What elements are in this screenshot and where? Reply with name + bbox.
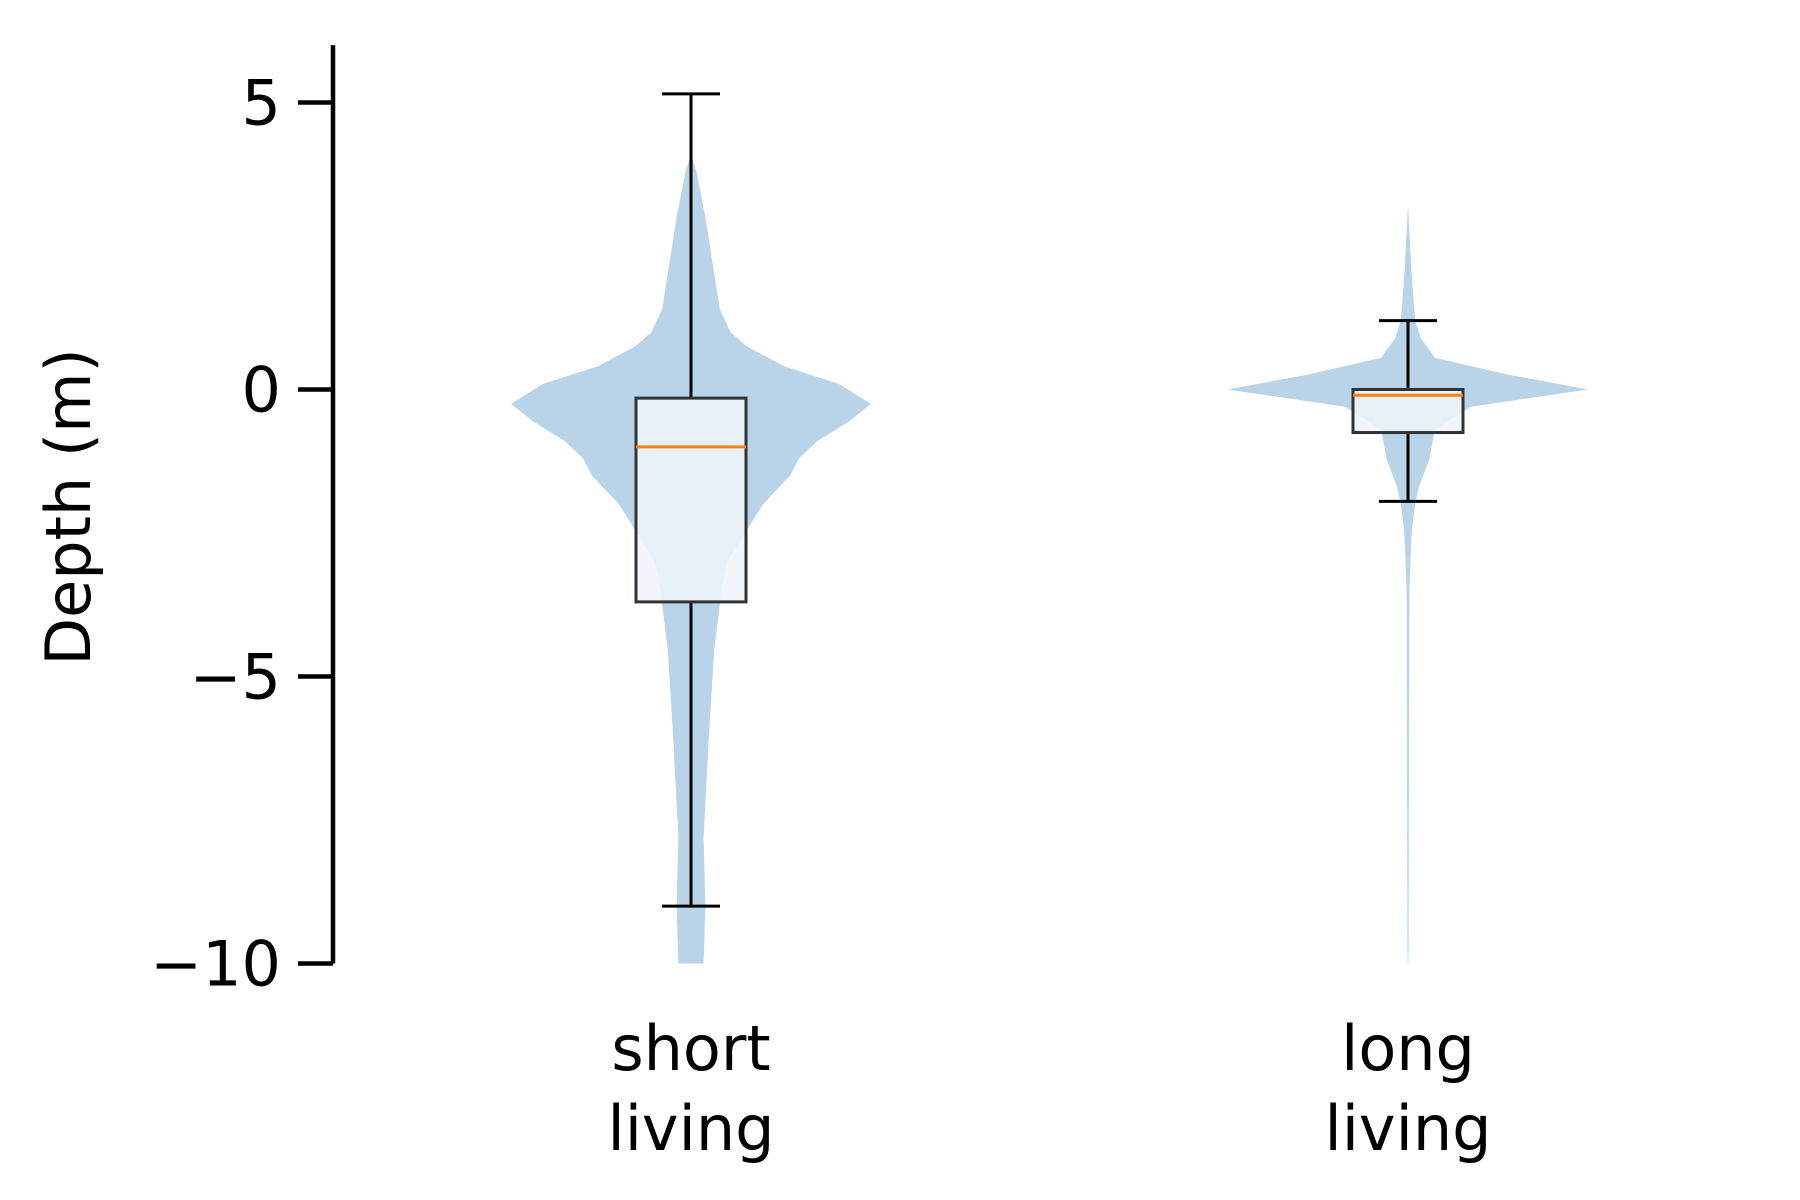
group-1: short living	[511, 92, 871, 1165]
x-tick-label: short living	[607, 1012, 774, 1165]
violin-body	[1228, 205, 1588, 964]
x-tick-label-line: living	[607, 1092, 774, 1165]
group-2: long living	[1228, 205, 1588, 1165]
y-axis: 5 0 −5 −10	[150, 45, 336, 1001]
y-tick-label: −10	[150, 928, 281, 1001]
x-tick-label-line: living	[1324, 1092, 1491, 1165]
y-tick-label: 0	[242, 354, 281, 427]
y-tick-label: −5	[190, 641, 281, 714]
x-tick-label-line: short	[611, 1012, 770, 1085]
y-axis-label: Depth (m)	[32, 348, 105, 665]
y-tick-label: 5	[242, 67, 281, 140]
box-iqr	[634, 396, 748, 604]
x-tick-label-line: long	[1341, 1012, 1475, 1085]
x-tick-label: long living	[1324, 1012, 1491, 1165]
